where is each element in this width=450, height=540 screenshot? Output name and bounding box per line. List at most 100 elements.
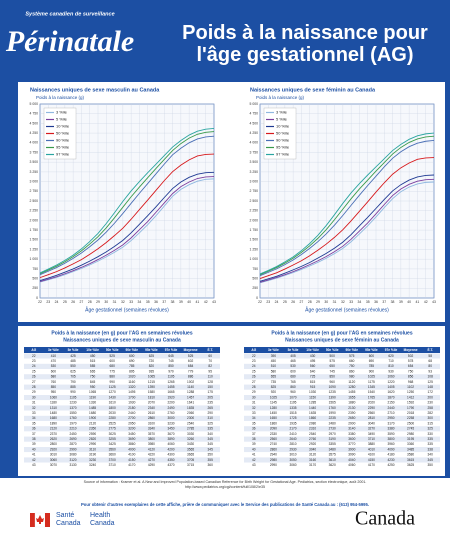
table-cell: 36 [252, 427, 256, 431]
table-cell: 4010 [368, 447, 375, 451]
table-cell: 2990 [69, 447, 76, 451]
table-cell: 1790 [407, 406, 414, 410]
table-cell: 3060 [50, 458, 57, 462]
table-cell: 3715 [187, 463, 194, 467]
table-cell: 70 [208, 359, 212, 363]
table-row-bg [244, 400, 440, 406]
table-cell: 2940 [270, 453, 277, 457]
table-cell: 38 [252, 437, 256, 441]
table-cell: 24 [252, 364, 256, 368]
table-cell: 128 [208, 380, 214, 384]
table-cell: 2120 [89, 421, 96, 425]
legend-label: 90 %ile [276, 138, 290, 143]
x-tick-label: 24 [275, 300, 279, 304]
table-header: 10e %ile [306, 348, 319, 352]
table-cell: 1220 [387, 380, 394, 384]
table-header: 3e %ile [48, 348, 59, 352]
table-cell: 3120 [69, 458, 76, 462]
table-cell: 1700 [128, 395, 135, 399]
table-cell: 2710 [387, 411, 394, 415]
y-tick-label: 1 000 [250, 257, 259, 261]
table-cell: 4060 [167, 442, 174, 446]
table-cell: 3590 [387, 432, 394, 436]
table-cell: 3900 [348, 447, 355, 451]
table-cell: 2440 [128, 411, 135, 415]
table-cell: 3990 [348, 453, 355, 457]
y-tick-label: 0 [36, 296, 38, 300]
y-tick-label: 1 250 [250, 247, 259, 251]
table-cell: 3340 [148, 427, 155, 431]
table-cell: 2200 [167, 401, 174, 405]
table-cell: 465 [290, 359, 296, 363]
y-tick-label: 2 500 [30, 199, 39, 203]
table-cell: 600 [369, 354, 375, 358]
table-cell: 3160 [309, 458, 316, 462]
table-cell: 895 [129, 369, 135, 373]
table-cell: 3010 [50, 453, 57, 457]
table-row-bg [244, 436, 440, 442]
table-row-bg [244, 441, 440, 447]
table-cell: 43 [252, 463, 256, 467]
table-cell: 2500 [407, 421, 414, 425]
x-tick-label: 30 [104, 300, 108, 304]
table-cell: 258 [428, 406, 434, 410]
table-row-bg [24, 395, 220, 401]
table-cell: 2690 [69, 437, 76, 441]
percentile-line [259, 157, 435, 280]
table-row-bg [24, 353, 220, 359]
table-cell: 775 [110, 369, 116, 373]
y-tick-label: 3 250 [30, 170, 39, 174]
table-row-bg [244, 353, 440, 359]
table-cell: 1390 [148, 385, 155, 389]
table-cell: 2290 [368, 406, 375, 410]
table-cell: 34 [252, 416, 256, 420]
x-tick-label: 26 [71, 300, 75, 304]
table-cell: 1060 [387, 375, 394, 379]
percentile-line [39, 135, 215, 276]
x-tick-label: 32 [121, 300, 125, 304]
table-cell: 200 [428, 395, 434, 399]
table-cell: 1065 [89, 390, 96, 394]
table-cell: 2258 [407, 416, 414, 420]
table-cell: 3625 [407, 463, 414, 467]
table-cell: 2235 [329, 416, 336, 420]
table-cell: 230 [428, 401, 434, 405]
table-row-bg [244, 452, 440, 458]
x-tick-label: 38 [171, 300, 175, 304]
table-cell: 4150 [368, 458, 375, 462]
table-cell: 990 [110, 380, 116, 384]
table-cell: 665 [90, 369, 96, 373]
percentile-line [39, 153, 215, 279]
table-cell: 3705 [187, 458, 194, 462]
table-cell: 1288 [187, 390, 194, 394]
table-cell: 2210 [69, 427, 76, 431]
table-cell: 790 [70, 380, 76, 384]
percentile-line [39, 171, 215, 281]
table-cell: 750 [90, 375, 96, 379]
percentile-line [259, 140, 435, 277]
table-cell: 2730 [329, 427, 336, 431]
table-cell: 325 [208, 421, 214, 425]
table-cell: 2760 [309, 437, 316, 441]
table-cell: 335 [208, 427, 214, 431]
table-row-bg [244, 379, 440, 385]
table-cell: 3450 [167, 427, 174, 431]
x-tick-label: 23 [266, 300, 270, 304]
table-cell: 4100 [128, 453, 135, 457]
table-cell: 3575 [329, 453, 336, 457]
table-cell: 3030 [187, 432, 194, 436]
table-cell: 2800 [50, 442, 57, 446]
table-row-bg [24, 426, 220, 432]
table-cell: 43 [32, 463, 36, 467]
table-cell: 785 [369, 364, 375, 368]
table-cell: 3255 [109, 437, 116, 441]
table-header: AG [31, 348, 36, 352]
table-row-bg [24, 431, 220, 437]
source-wrap: Source of information : Kramer et al. A … [60, 480, 390, 490]
table-cell: 27 [32, 380, 36, 384]
table-cell: 4370 [167, 463, 174, 467]
table-cell: 1320 [128, 385, 135, 389]
y-tick-label: 4 500 [30, 121, 39, 125]
table-cell: 1190 [89, 395, 96, 399]
x-tick-label: 31 [113, 300, 117, 304]
